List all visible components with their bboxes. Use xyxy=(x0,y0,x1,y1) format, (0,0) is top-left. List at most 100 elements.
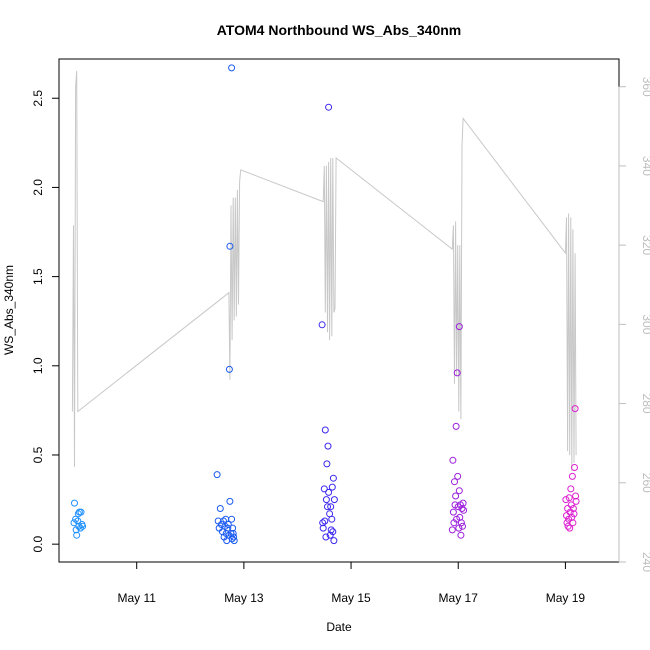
y-axis-label: WS_Abs_340nm xyxy=(2,265,16,355)
data-point xyxy=(324,442,332,450)
y-tick-label: 0.0 xyxy=(31,535,45,552)
data-point xyxy=(451,478,458,486)
data-point xyxy=(572,497,580,505)
data-point xyxy=(230,537,238,545)
point-series xyxy=(70,64,580,545)
data-point xyxy=(229,524,237,532)
chart-title: ATOM4 Northbound WS_Abs_340nm xyxy=(217,22,462,38)
y2-tick-label: 260 xyxy=(640,473,650,493)
data-point xyxy=(328,483,336,491)
data-point xyxy=(569,519,577,527)
data-point xyxy=(217,521,225,528)
data-point xyxy=(455,323,463,331)
y2-tick-label: 360 xyxy=(640,77,650,97)
data-point xyxy=(325,488,333,496)
y-tick-label: 1.0 xyxy=(31,357,45,374)
data-point xyxy=(452,422,460,430)
data-point xyxy=(327,503,335,511)
data-point xyxy=(323,460,331,468)
data-point xyxy=(70,519,78,527)
data-point xyxy=(230,533,238,541)
y-tick-label: 0.5 xyxy=(31,446,45,463)
y-tick-label: 2.0 xyxy=(31,179,45,196)
data-point xyxy=(567,501,575,509)
data-point xyxy=(319,519,327,527)
x-axis-label: Date xyxy=(326,620,352,634)
data-point xyxy=(572,492,580,500)
data-point xyxy=(224,524,232,532)
data-point xyxy=(448,526,456,534)
y-tick-label: 1.5 xyxy=(31,268,45,285)
data-point xyxy=(320,485,328,493)
data-point xyxy=(571,464,578,471)
x-tick-label: May 15 xyxy=(331,591,371,605)
y2-tick-label: 280 xyxy=(640,394,650,414)
data-point xyxy=(566,524,574,532)
data-point xyxy=(568,472,576,480)
data-point xyxy=(328,515,336,523)
y2-tick-label: 300 xyxy=(640,314,650,334)
data-point xyxy=(449,456,457,464)
y2-tick-label: 320 xyxy=(640,235,650,255)
x-tick-label: May 17 xyxy=(439,591,479,605)
data-point xyxy=(322,533,330,541)
data-point xyxy=(324,503,331,511)
plot-area-frame xyxy=(58,58,620,563)
data-point xyxy=(229,530,237,537)
data-point xyxy=(325,103,333,111)
data-point xyxy=(457,531,465,539)
data-point xyxy=(330,537,338,545)
data-point xyxy=(72,515,80,523)
data-point xyxy=(79,522,87,530)
data-point xyxy=(228,64,236,72)
data-point xyxy=(449,508,457,516)
x-tick-label: May 13 xyxy=(224,591,264,605)
data-point xyxy=(565,494,573,502)
secondary-line-path xyxy=(71,70,577,471)
data-point xyxy=(77,508,85,516)
data-point xyxy=(224,521,232,528)
data-point xyxy=(226,242,234,250)
data-point xyxy=(228,535,236,543)
data-point xyxy=(329,474,337,482)
secondary-line-series xyxy=(71,70,577,471)
data-point xyxy=(226,497,234,505)
data-point xyxy=(321,517,329,525)
x-tick-label: May 11 xyxy=(117,591,156,605)
data-point xyxy=(459,499,467,507)
data-point xyxy=(327,526,335,534)
data-point xyxy=(570,510,578,518)
y-tick-label: 2.5 xyxy=(31,90,45,107)
data-point xyxy=(571,405,579,413)
data-point xyxy=(564,522,572,530)
data-point xyxy=(319,524,327,532)
data-point xyxy=(329,528,337,536)
data-point xyxy=(76,524,84,532)
data-point xyxy=(225,365,233,373)
data-point xyxy=(569,505,577,512)
data-point xyxy=(322,496,330,504)
x-tick-label: May 19 xyxy=(546,591,586,605)
y2-tick-label: 340 xyxy=(640,156,650,176)
data-point xyxy=(318,321,326,329)
data-point xyxy=(567,485,575,493)
data-point xyxy=(213,471,221,479)
data-point xyxy=(73,531,81,539)
data-point xyxy=(562,496,570,504)
y-axis-left: 0.0 0.5 1.0 1.5 2.0 2.5 xyxy=(31,90,60,553)
data-point xyxy=(321,426,329,434)
data-point xyxy=(74,517,82,525)
data-point xyxy=(454,503,462,511)
data-point xyxy=(228,515,236,523)
y2-tick-label: 240 xyxy=(640,552,650,572)
x-axis: May 11 May 13 May 15 May 17 May 19 xyxy=(117,561,586,605)
data-point xyxy=(330,496,338,504)
data-point xyxy=(452,492,460,500)
data-point xyxy=(71,499,78,507)
data-point xyxy=(455,487,463,495)
data-point xyxy=(459,522,466,530)
y-axis-right: 240 260 280 300 320 340 360 xyxy=(618,77,650,572)
data-point xyxy=(460,506,468,514)
data-point xyxy=(216,505,224,512)
